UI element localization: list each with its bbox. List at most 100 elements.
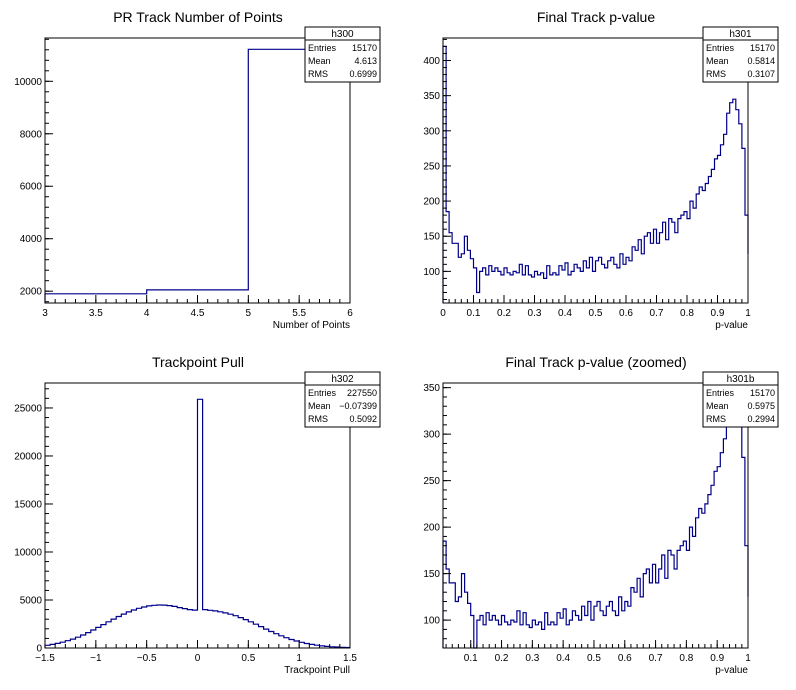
stats-row-label: Entries: [706, 43, 735, 53]
histogram-panel-h300: PR Track Number of Points 3 3.5 4 4.5 5 5.5 6 20…: [14, 9, 381, 331]
chart-title: PR Track Number of Points: [113, 9, 283, 25]
stats-row-label: Mean: [706, 401, 729, 411]
x-tick-label: 0.7: [649, 653, 663, 664]
stats-box-name: h302: [331, 374, 354, 385]
histogram-series-line: [442, 391, 749, 649]
x-tick-label: 0.9: [711, 308, 725, 319]
stats-box-frame: [702, 371, 779, 428]
x-tick-label: 0.4: [558, 308, 572, 319]
y-tick-label: 6000: [20, 182, 43, 193]
y-tick-label: 25000: [14, 403, 42, 414]
stats-row-label: RMS: [308, 69, 328, 79]
chart-title: Final Track p-value (zoomed): [505, 354, 686, 370]
stats-box-name: h301: [729, 29, 752, 40]
stats-box-frame: [304, 26, 381, 83]
x-tick-label: 1.5: [343, 653, 357, 664]
stats-row-label: Entries: [308, 388, 337, 398]
x-tick-label: 3: [42, 308, 48, 319]
stats-row-value: 0.5092: [349, 414, 377, 424]
y-tick-label: 15000: [14, 499, 42, 510]
x-tick-label: −1.5: [35, 653, 55, 664]
y-tick-label: 100: [423, 616, 440, 627]
stats-box-frame: [304, 371, 381, 428]
stats-box: h301b Entries 15170 Mean 0.5975 RMS 0.2994: [702, 371, 779, 428]
x-tick-label: 3.5: [89, 308, 103, 319]
x-tick-label: 0.5: [587, 653, 601, 664]
y-tick-label: 350: [423, 383, 440, 394]
y-tick-label: 350: [423, 91, 440, 102]
stats-row-value: 0.3107: [747, 69, 775, 79]
x-tick-label: 0.3: [528, 308, 542, 319]
stats-box: h300 Entries 15170 Mean 4.613 RMS 0.6999: [304, 26, 381, 83]
stats-row-value: 0.5975: [747, 401, 775, 411]
stats-row-value: 0.6999: [349, 69, 377, 79]
x-tick-label: 0: [440, 308, 446, 319]
x-tick-label: −0.5: [137, 653, 157, 664]
x-tick-label: 5: [246, 308, 252, 319]
x-tick-label: 0.8: [679, 653, 693, 664]
stats-box-name: h301b: [727, 374, 755, 385]
x-axis-label: p-value: [715, 320, 748, 331]
x-tick-label: 0.9: [710, 653, 724, 664]
y-tick-label: 300: [423, 430, 440, 441]
stats-row-value: −0.07399: [339, 401, 377, 411]
histogram-panel-h301b: Final Track p-value (zoomed) 0.1 0.2 0.3 0.4…: [423, 354, 779, 676]
histogram-panel-h301: Final Track p-value 0 0.1 0.2 0.3 0.4 0.5 0.6 0.…: [423, 9, 779, 331]
stats-box: h301 Entries 15170 Mean 0.5814 RMS 0.3107: [702, 26, 779, 83]
x-tick-label: 0.1: [467, 308, 481, 319]
y-tick-label: 4000: [20, 234, 43, 245]
y-tick-label: 150: [423, 569, 440, 580]
y-tick-label: 100: [423, 267, 440, 278]
stats-row-label: RMS: [706, 414, 726, 424]
x-axis-label: Number of Points: [273, 320, 350, 331]
x-axis-label: p-value: [715, 665, 748, 676]
x-tick-label: 0.1: [464, 653, 478, 664]
x-tick-label: 0.2: [495, 653, 509, 664]
stats-row-value: 0.5814: [747, 56, 775, 66]
y-tick-label: 200: [423, 197, 440, 208]
y-tick-label: 250: [423, 476, 440, 487]
stats-row-label: Entries: [706, 388, 735, 398]
y-tick-label: 8000: [20, 129, 43, 140]
y-tick-label: 250: [423, 161, 440, 172]
y-tick-label: 2000: [20, 287, 43, 298]
stats-row-value: 227550: [347, 388, 377, 398]
x-tick-label: 0.2: [497, 308, 511, 319]
stats-row-value: 15170: [750, 388, 775, 398]
stats-row-label: RMS: [706, 69, 726, 79]
plot-frame: [442, 382, 749, 649]
chart-title: Final Track p-value: [537, 9, 655, 25]
y-tick-label: 300: [423, 126, 440, 137]
y-tick-label: 5000: [20, 595, 43, 606]
stats-row-value: 4.613: [354, 56, 377, 66]
stats-row-label: Mean: [308, 401, 331, 411]
x-tick-label: 1: [745, 653, 751, 664]
x-tick-label: 0.7: [650, 308, 664, 319]
stats-row-value: 0.2994: [747, 414, 775, 424]
histogram-panel-h302: Trackpoint Pull −1.5 −1 −0.5 0 0.5 1 1.5 0 5000 10…: [14, 354, 381, 676]
stats-row-label: Mean: [706, 56, 729, 66]
x-tick-label: 0.4: [556, 653, 570, 664]
y-tick-label: 10000: [14, 547, 42, 558]
y-tick-label: 20000: [14, 451, 42, 462]
stats-row-value: 15170: [750, 43, 775, 53]
x-tick-label: 0.8: [680, 308, 694, 319]
x-tick-label: 1: [296, 653, 302, 664]
x-tick-label: 0.3: [525, 653, 539, 664]
y-tick-label: 200: [423, 523, 440, 534]
y-tick-label: 400: [423, 56, 440, 67]
x-tick-label: 0.5: [241, 653, 255, 664]
y-tick-label: 0: [36, 644, 42, 655]
stats-box-name: h300: [331, 29, 354, 40]
x-tick-label: 4.5: [191, 308, 205, 319]
stats-box: h302 Entries 227550 Mean −0.07399 RMS 0.5092: [304, 371, 381, 428]
x-tick-label: 1: [745, 308, 751, 319]
x-tick-label: 0: [195, 653, 201, 664]
y-tick-label: 10000: [14, 77, 42, 88]
x-tick-label: 0.6: [618, 653, 632, 664]
x-tick-label: 0.5: [589, 308, 603, 319]
histogram-series-line: [442, 45, 749, 303]
x-tick-label: 0.6: [619, 308, 633, 319]
